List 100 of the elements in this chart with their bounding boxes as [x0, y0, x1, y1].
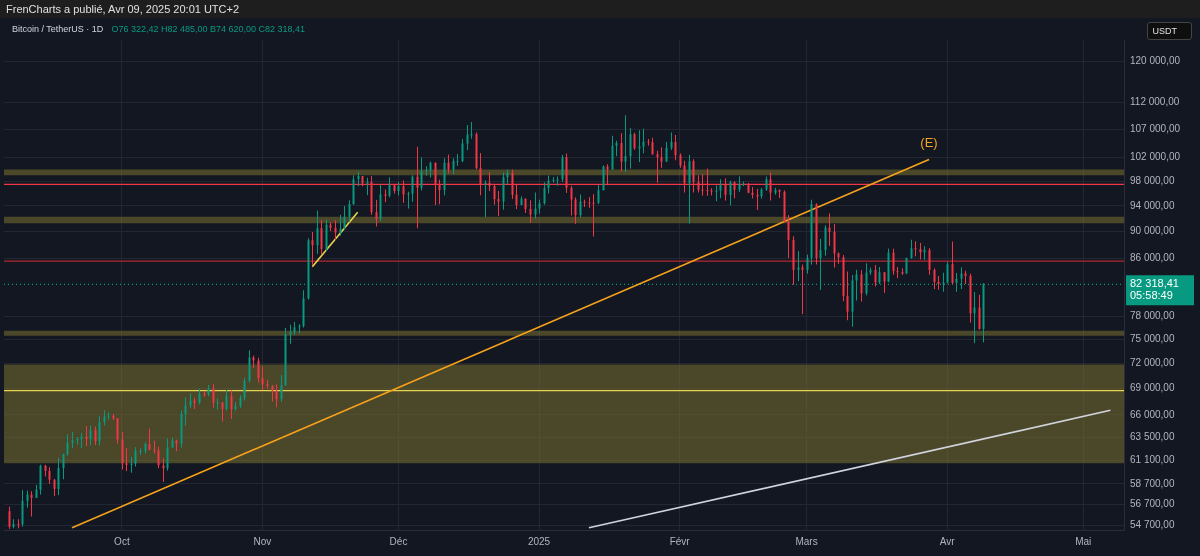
y-tick-label: 112 000,00	[1130, 96, 1180, 108]
candlestick	[98, 415, 101, 446]
candlestick	[121, 431, 124, 470]
candlestick	[579, 193, 582, 218]
y-tick-label: 90 000,00	[1130, 225, 1175, 237]
x-tick-label: Avr	[939, 535, 956, 547]
y-tick-label: 102 000,00	[1130, 151, 1181, 163]
candlestick	[39, 464, 42, 496]
candlestick	[280, 374, 283, 403]
candlestick	[162, 457, 165, 483]
candlestick	[125, 447, 128, 472]
candlestick	[819, 238, 822, 291]
y-tick-label: 58 700,00	[1130, 477, 1175, 489]
candlestick	[592, 193, 595, 237]
candlestick	[860, 269, 863, 303]
y-tick-label: 78 000,00	[1130, 309, 1175, 321]
candlestick	[221, 401, 224, 422]
y-tick-label: 86 000,00	[1130, 252, 1175, 264]
candlestick	[883, 271, 886, 294]
candlestick	[629, 127, 632, 170]
candlestick	[311, 231, 314, 266]
candlestick	[529, 199, 532, 224]
candlestick	[411, 174, 414, 203]
candlestick	[547, 174, 550, 195]
candlestick	[484, 179, 487, 218]
candlestick	[729, 180, 732, 206]
candlestick	[719, 178, 722, 199]
x-tick-label: 2025	[527, 535, 551, 547]
x-tick-label: Nov	[253, 535, 272, 547]
candlestick	[461, 138, 464, 163]
x-tick-label: Mars	[795, 535, 818, 547]
y-tick-label: 107 000,00	[1130, 123, 1181, 135]
candlestick	[130, 456, 133, 474]
text: FrenCharts a publié, Avr 09, 2025 20:01 UTC+2	[6, 3, 240, 15]
candlestick	[674, 134, 677, 161]
candlestick	[348, 199, 351, 223]
candlestick	[230, 389, 233, 420]
candlestick	[66, 433, 69, 457]
candlestick	[261, 365, 264, 391]
candlestick	[275, 383, 278, 408]
y-tick-label: 120 000,00	[1130, 55, 1181, 67]
chart-subtitle: O76 322,42 H82 485,00 B74 620,00 C82 318,41	[111, 24, 306, 34]
y-tick-label: 94 000,00	[1130, 199, 1175, 211]
candlestick	[874, 264, 877, 287]
y-tick-label: 98 000,00	[1130, 175, 1175, 187]
candlestick	[243, 377, 246, 402]
candlestick	[688, 154, 691, 225]
candlestick	[57, 457, 60, 496]
candlestick	[534, 192, 537, 220]
candlestick	[166, 437, 169, 472]
candlestick	[620, 132, 623, 172]
candlestick	[8, 506, 11, 530]
candlestick	[855, 269, 858, 302]
candlestick	[715, 184, 718, 202]
candlestick	[289, 324, 292, 345]
candlestick	[420, 156, 423, 191]
candlestick	[660, 146, 663, 169]
candlestick	[787, 214, 790, 259]
x-tick-label: Mai	[1075, 535, 1092, 547]
candlestick	[597, 184, 600, 205]
candlestick	[248, 349, 251, 383]
candlestick	[116, 417, 119, 445]
candlestick	[955, 272, 958, 293]
candlestick	[806, 254, 809, 275]
candlestick	[257, 357, 260, 384]
candlestick	[797, 250, 800, 282]
candlestick	[470, 121, 473, 140]
candlestick	[801, 264, 804, 315]
y-tick-label: 63 500,00	[1130, 431, 1175, 443]
candlestick	[388, 176, 391, 198]
candlestick	[212, 383, 215, 409]
candlestick	[320, 219, 323, 255]
candlestick	[556, 175, 559, 187]
candlestick	[928, 247, 931, 276]
candlestick	[184, 397, 187, 427]
candlestick	[824, 224, 827, 257]
ref-line-label: 82 318,41	[1130, 277, 1179, 290]
y-tick-label: 56 700,00	[1130, 498, 1175, 510]
candlestick	[896, 266, 899, 279]
candlestick	[316, 210, 319, 255]
y-axis-title: USDT	[1146, 22, 1192, 40]
candlestick	[497, 190, 500, 217]
candlestick	[611, 135, 614, 171]
candlestick	[602, 164, 605, 191]
candlestick	[456, 153, 459, 167]
y-tick-label: 66 000,00	[1130, 408, 1175, 420]
candlestick	[638, 129, 641, 163]
annotation: (E)	[920, 135, 938, 151]
candlestick	[375, 199, 378, 227]
candlestick	[914, 240, 917, 257]
candlestick	[910, 239, 913, 260]
candlestick	[466, 124, 469, 151]
candlestick	[94, 426, 97, 446]
candlestick	[588, 196, 591, 209]
candlestick	[624, 114, 627, 173]
y-tick-label: 72 000,00	[1130, 357, 1175, 369]
y-tick-label: 69 000,00	[1130, 382, 1175, 394]
x-tick-label: Févr	[669, 535, 691, 547]
y-tick-label: 54 700,00	[1130, 519, 1175, 531]
candlestick	[561, 154, 564, 183]
